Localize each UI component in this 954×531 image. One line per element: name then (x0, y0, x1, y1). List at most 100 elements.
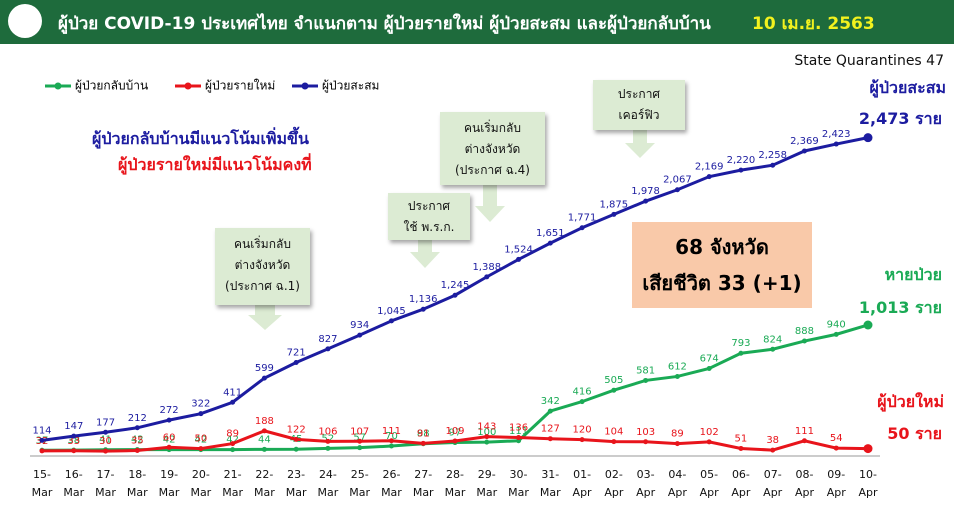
data-label: 100 (477, 427, 496, 438)
data-label: 1,524 (504, 244, 533, 255)
end-title: ผู้ป่วยสะสม (869, 78, 946, 97)
data-point (863, 133, 873, 143)
data-point (325, 438, 331, 444)
data-label: 51 (735, 433, 748, 444)
data-point (293, 436, 299, 442)
x-tick-label: 22-Mar (253, 468, 275, 499)
data-point (293, 446, 299, 452)
data-point (611, 439, 617, 445)
data-point (611, 211, 617, 217)
callout: คนเริ่มกลับ ต่างจังหวัด (ประกาศ ฉ.4) (440, 112, 545, 185)
end-title: ผู้ป่วยใหม่ (877, 392, 944, 411)
arrow (475, 185, 505, 222)
data-point (39, 437, 45, 443)
data-point (261, 375, 267, 381)
x-tick-label: 26-Mar (381, 468, 402, 499)
data-point (770, 447, 776, 453)
data-point (198, 446, 204, 452)
data-label: 888 (795, 326, 814, 337)
data-label: 2,220 (727, 155, 756, 166)
data-label: 89 (226, 429, 239, 440)
legend-label: ผู้ป่วยกลับบ้าน (75, 79, 148, 94)
data-point (547, 436, 553, 442)
data-label: 2,258 (758, 150, 787, 161)
data-label: 41 (99, 435, 112, 446)
logo (8, 4, 42, 38)
data-label: 42 (226, 435, 239, 446)
legend-label: ผู้ป่วยรายใหม่ (205, 79, 275, 94)
data-point (516, 256, 522, 262)
data-label: 111 (795, 426, 814, 437)
data-label: 2,067 (663, 175, 692, 186)
data-point (420, 440, 426, 446)
data-point (611, 387, 617, 393)
data-point (863, 320, 873, 330)
x-tick-label: 21-Mar (222, 468, 243, 499)
data-point (643, 439, 649, 445)
x-tick-label: 16-Mar (63, 468, 85, 499)
data-label: 38 (766, 435, 779, 446)
data-point (706, 366, 712, 372)
data-label: 33 (67, 436, 80, 447)
data-point (420, 306, 426, 312)
callout: ประกาศ ใช้ พ.ร.ก. (388, 193, 470, 240)
data-point (388, 443, 394, 449)
data-point (325, 346, 331, 352)
data-point (103, 429, 109, 435)
data-label: 824 (763, 334, 782, 345)
x-tick-label: 25-Mar (349, 468, 371, 499)
data-label: 1,136 (409, 294, 438, 305)
data-label: 60 (163, 432, 176, 443)
data-label: 147 (64, 421, 83, 432)
data-point (833, 141, 839, 147)
data-point (198, 411, 204, 417)
subtitle: State Quarantines 47 (794, 53, 944, 69)
x-tick-label: 01-Apr (572, 468, 592, 499)
summary-box: 68 จังหวัด เสียชีวิต 33 (+1) (632, 222, 812, 308)
data-point (71, 448, 77, 454)
data-label: 721 (287, 347, 306, 358)
legend-dot (184, 82, 192, 90)
data-point (230, 447, 236, 453)
data-point (261, 428, 267, 434)
data-label: 109 (445, 426, 464, 437)
data-point (770, 346, 776, 352)
data-point (388, 318, 394, 324)
x-tick-label: 23-Mar (285, 468, 307, 499)
data-point (452, 292, 458, 298)
data-label: 188 (255, 416, 274, 427)
data-label: 42 (194, 435, 207, 446)
data-label: 114 (32, 425, 51, 436)
data-label: 1,875 (600, 199, 629, 210)
data-point (863, 444, 873, 454)
x-tick-label: 28-Mar (444, 468, 466, 499)
data-label: 106 (318, 426, 337, 437)
data-label: 505 (604, 375, 623, 386)
data-label: 143 (477, 422, 496, 433)
data-point (643, 377, 649, 383)
data-label: 107 (350, 426, 369, 437)
x-tick-label: 29-Mar (476, 468, 498, 499)
x-tick-label: 17-Mar (95, 468, 116, 499)
x-tick-label: 15-Mar (31, 468, 53, 499)
legend-dot (301, 82, 309, 90)
data-point (230, 399, 236, 405)
data-label: 127 (541, 424, 560, 435)
end-value: 50 ราย (887, 424, 942, 443)
data-point (801, 148, 807, 154)
data-label: 272 (160, 405, 179, 416)
data-point (643, 198, 649, 204)
data-point (166, 417, 172, 423)
data-point (738, 350, 744, 356)
header (0, 0, 954, 44)
summary-line: เสียชีวิต 33 (+1) (642, 271, 802, 295)
x-tick-label: 30-Mar (508, 468, 529, 499)
x-tick-label: 19-Mar (158, 468, 180, 499)
data-point (706, 439, 712, 445)
data-label: 38 (67, 435, 80, 446)
data-point (738, 445, 744, 451)
end-value: 2,473 ราย (858, 109, 942, 128)
data-point (166, 444, 172, 450)
x-tick-label: 09-Apr (826, 468, 846, 499)
